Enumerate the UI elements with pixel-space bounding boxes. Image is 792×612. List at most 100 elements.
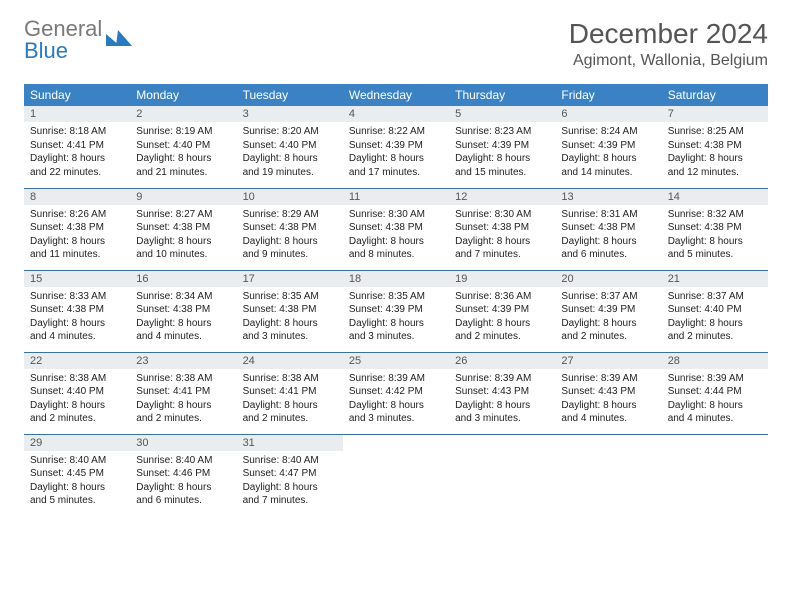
daylight-line: Daylight: 8 hours and 7 minutes. (243, 481, 337, 508)
day-details: Sunrise: 8:37 AMSunset: 4:40 PMDaylight:… (662, 287, 768, 348)
day-number: 31 (237, 435, 343, 451)
calendar-cell: 30Sunrise: 8:40 AMSunset: 4:46 PMDayligh… (130, 434, 236, 516)
day-number: 21 (662, 271, 768, 287)
column-header: Saturday (662, 84, 768, 106)
calendar-cell: 19Sunrise: 8:36 AMSunset: 4:39 PMDayligh… (449, 270, 555, 352)
daylight-line: Daylight: 8 hours and 6 minutes. (136, 481, 230, 508)
day-details: Sunrise: 8:25 AMSunset: 4:38 PMDaylight:… (662, 122, 768, 183)
sunset-line: Sunset: 4:38 PM (30, 303, 124, 317)
calendar-cell: 27Sunrise: 8:39 AMSunset: 4:43 PMDayligh… (555, 352, 661, 434)
sunrise-line: Sunrise: 8:36 AM (455, 290, 549, 304)
sunset-line: Sunset: 4:42 PM (349, 385, 443, 399)
day-details: Sunrise: 8:33 AMSunset: 4:38 PMDaylight:… (24, 287, 130, 348)
logo-line2: Blue (24, 40, 102, 62)
sunrise-line: Sunrise: 8:38 AM (136, 372, 230, 386)
daylight-line: Daylight: 8 hours and 8 minutes. (349, 235, 443, 262)
sunrise-line: Sunrise: 8:37 AM (668, 290, 762, 304)
day-details: Sunrise: 8:32 AMSunset: 4:38 PMDaylight:… (662, 205, 768, 266)
day-details: Sunrise: 8:24 AMSunset: 4:39 PMDaylight:… (555, 122, 661, 183)
sunset-line: Sunset: 4:43 PM (561, 385, 655, 399)
column-header: Sunday (24, 84, 130, 106)
sunrise-line: Sunrise: 8:35 AM (243, 290, 337, 304)
calendar-cell: 7Sunrise: 8:25 AMSunset: 4:38 PMDaylight… (662, 106, 768, 188)
calendar-body: 1Sunrise: 8:18 AMSunset: 4:41 PMDaylight… (24, 106, 768, 516)
calendar-cell: 28Sunrise: 8:39 AMSunset: 4:44 PMDayligh… (662, 352, 768, 434)
sunrise-line: Sunrise: 8:39 AM (349, 372, 443, 386)
daylight-line: Daylight: 8 hours and 11 minutes. (30, 235, 124, 262)
daylight-line: Daylight: 8 hours and 12 minutes. (668, 152, 762, 179)
day-number: 2 (130, 106, 236, 122)
sunset-line: Sunset: 4:39 PM (455, 139, 549, 153)
sunset-line: Sunset: 4:40 PM (30, 385, 124, 399)
day-number: 25 (343, 353, 449, 369)
calendar-cell: 1Sunrise: 8:18 AMSunset: 4:41 PMDaylight… (24, 106, 130, 188)
day-number: 10 (237, 189, 343, 205)
calendar-cell: 18Sunrise: 8:35 AMSunset: 4:39 PMDayligh… (343, 270, 449, 352)
calendar-cell: 14Sunrise: 8:32 AMSunset: 4:38 PMDayligh… (662, 188, 768, 270)
sunrise-line: Sunrise: 8:23 AM (455, 125, 549, 139)
day-number: 8 (24, 189, 130, 205)
daylight-line: Daylight: 8 hours and 6 minutes. (561, 235, 655, 262)
day-number: 22 (24, 353, 130, 369)
daylight-line: Daylight: 8 hours and 3 minutes. (349, 317, 443, 344)
calendar-cell: 23Sunrise: 8:38 AMSunset: 4:41 PMDayligh… (130, 352, 236, 434)
day-number: 3 (237, 106, 343, 122)
day-number: 24 (237, 353, 343, 369)
calendar-cell: 13Sunrise: 8:31 AMSunset: 4:38 PMDayligh… (555, 188, 661, 270)
sunset-line: Sunset: 4:38 PM (668, 139, 762, 153)
daylight-line: Daylight: 8 hours and 3 minutes. (243, 317, 337, 344)
daylight-line: Daylight: 8 hours and 3 minutes. (349, 399, 443, 426)
daylight-line: Daylight: 8 hours and 7 minutes. (455, 235, 549, 262)
logo-line1: General (24, 18, 102, 40)
column-header: Thursday (449, 84, 555, 106)
calendar-row: 22Sunrise: 8:38 AMSunset: 4:40 PMDayligh… (24, 352, 768, 434)
day-details: Sunrise: 8:40 AMSunset: 4:47 PMDaylight:… (237, 451, 343, 512)
calendar-row: 1Sunrise: 8:18 AMSunset: 4:41 PMDaylight… (24, 106, 768, 188)
day-number: 20 (555, 271, 661, 287)
sunset-line: Sunset: 4:38 PM (455, 221, 549, 235)
day-details: Sunrise: 8:38 AMSunset: 4:41 PMDaylight:… (237, 369, 343, 430)
sunrise-line: Sunrise: 8:40 AM (136, 454, 230, 468)
sunset-line: Sunset: 4:38 PM (136, 221, 230, 235)
sunrise-line: Sunrise: 8:38 AM (243, 372, 337, 386)
calendar-cell: 2Sunrise: 8:19 AMSunset: 4:40 PMDaylight… (130, 106, 236, 188)
day-details: Sunrise: 8:34 AMSunset: 4:38 PMDaylight:… (130, 287, 236, 348)
sunrise-line: Sunrise: 8:29 AM (243, 208, 337, 222)
daylight-line: Daylight: 8 hours and 9 minutes. (243, 235, 337, 262)
sunrise-line: Sunrise: 8:35 AM (349, 290, 443, 304)
day-details: Sunrise: 8:35 AMSunset: 4:39 PMDaylight:… (343, 287, 449, 348)
sunset-line: Sunset: 4:40 PM (136, 139, 230, 153)
day-details: Sunrise: 8:26 AMSunset: 4:38 PMDaylight:… (24, 205, 130, 266)
sunset-line: Sunset: 4:43 PM (455, 385, 549, 399)
calendar-cell: 15Sunrise: 8:33 AMSunset: 4:38 PMDayligh… (24, 270, 130, 352)
day-number: 6 (555, 106, 661, 122)
daylight-line: Daylight: 8 hours and 5 minutes. (668, 235, 762, 262)
day-details: Sunrise: 8:40 AMSunset: 4:45 PMDaylight:… (24, 451, 130, 512)
month-title: December 2024 (569, 18, 768, 50)
sunset-line: Sunset: 4:38 PM (30, 221, 124, 235)
logo-text: General Blue (24, 18, 102, 62)
calendar-cell: 5Sunrise: 8:23 AMSunset: 4:39 PMDaylight… (449, 106, 555, 188)
day-details: Sunrise: 8:36 AMSunset: 4:39 PMDaylight:… (449, 287, 555, 348)
calendar-cell: 4Sunrise: 8:22 AMSunset: 4:39 PMDaylight… (343, 106, 449, 188)
sunrise-line: Sunrise: 8:39 AM (561, 372, 655, 386)
daylight-line: Daylight: 8 hours and 2 minutes. (30, 399, 124, 426)
daylight-line: Daylight: 8 hours and 17 minutes. (349, 152, 443, 179)
sunset-line: Sunset: 4:39 PM (349, 139, 443, 153)
sunset-line: Sunset: 4:39 PM (455, 303, 549, 317)
sunrise-line: Sunrise: 8:32 AM (668, 208, 762, 222)
day-details: Sunrise: 8:23 AMSunset: 4:39 PMDaylight:… (449, 122, 555, 183)
column-header: Monday (130, 84, 236, 106)
day-number: 23 (130, 353, 236, 369)
daylight-line: Daylight: 8 hours and 14 minutes. (561, 152, 655, 179)
sunrise-line: Sunrise: 8:27 AM (136, 208, 230, 222)
daylight-line: Daylight: 8 hours and 4 minutes. (561, 399, 655, 426)
sunrise-line: Sunrise: 8:18 AM (30, 125, 124, 139)
day-number: 13 (555, 189, 661, 205)
calendar-cell (555, 434, 661, 516)
day-details: Sunrise: 8:37 AMSunset: 4:39 PMDaylight:… (555, 287, 661, 348)
day-details: Sunrise: 8:27 AMSunset: 4:38 PMDaylight:… (130, 205, 236, 266)
sunrise-line: Sunrise: 8:38 AM (30, 372, 124, 386)
calendar-head: SundayMondayTuesdayWednesdayThursdayFrid… (24, 84, 768, 106)
daylight-line: Daylight: 8 hours and 10 minutes. (136, 235, 230, 262)
